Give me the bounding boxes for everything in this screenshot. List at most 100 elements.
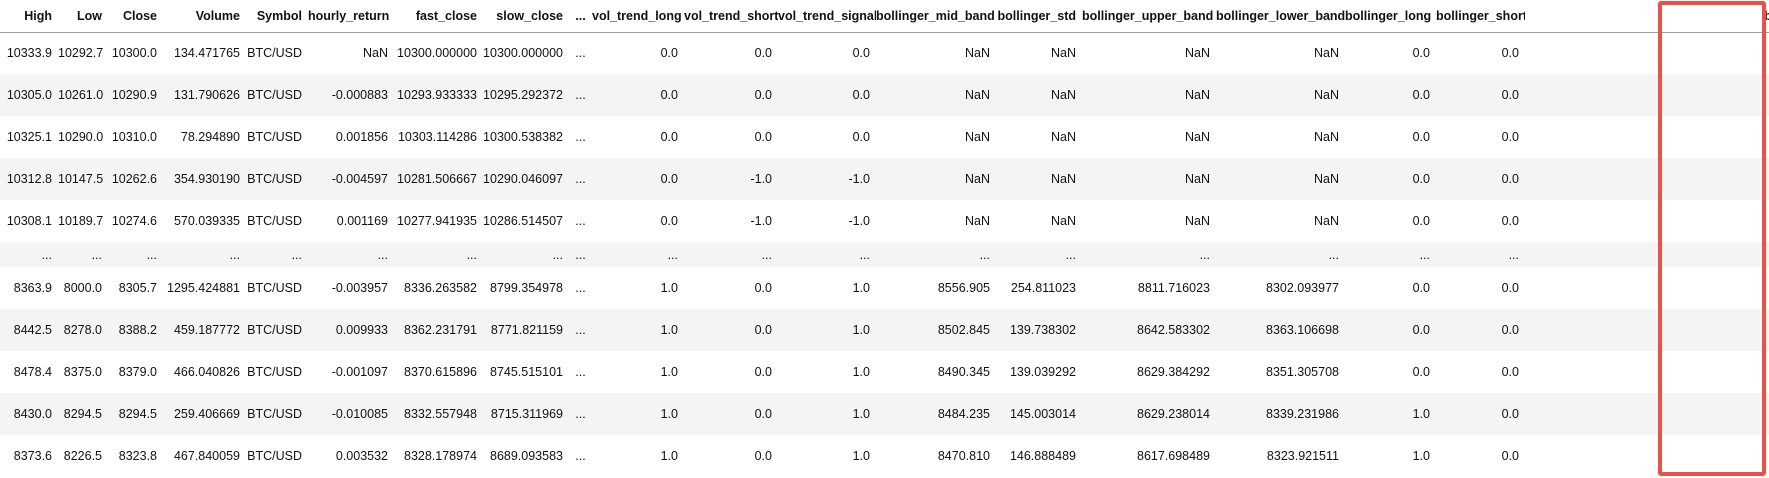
cell-hourly-return: -0.010085 xyxy=(331,407,388,421)
cell-volume: 466.040826 xyxy=(173,365,240,379)
cell-vol-trend-signal: 1.0 xyxy=(852,365,870,379)
column-header-hourly-return: hourly_return xyxy=(308,0,394,33)
cell-symbol: BTC/USD xyxy=(247,130,302,144)
cell-bollinger-long: 0.0 xyxy=(1412,46,1430,61)
cell-bollinger-std: NaN xyxy=(1050,46,1076,61)
cell-bollinger-lower-band: 8351.305708 xyxy=(1266,365,1339,379)
cell-high: 8478.4 xyxy=(13,365,52,379)
cell-close: 8294.5 xyxy=(118,407,157,421)
cell-low: 10290.0 xyxy=(58,130,104,144)
cell-bollinger-long: 0.0 xyxy=(1412,365,1430,379)
cell-close: ... xyxy=(146,247,157,262)
cell-vol-trend-short: 0.0 xyxy=(754,130,772,144)
cell-slow-close: 10286.514507 xyxy=(483,214,563,228)
cell-hourly-return: -0.003957 xyxy=(331,281,388,295)
cell-slow-close: 8745.515101 xyxy=(490,365,563,379)
cell-close: 8379.0 xyxy=(118,365,157,379)
cell-slow-close: 8689.093583 xyxy=(490,449,563,463)
cell-vol-trend-signal: 0.0 xyxy=(852,130,870,144)
cell-close: 10310.0 xyxy=(111,130,157,144)
cell-vol-trend-long: 1.0 xyxy=(660,281,678,295)
cell-vol-trend-signal: ... xyxy=(859,247,870,262)
cell-bollinger-lower-band: NaN xyxy=(1313,214,1339,228)
cell-bollinger-long: 0.0 xyxy=(1412,323,1430,337)
cell-vol-trend-short: 0.0 xyxy=(754,88,772,102)
table-row: 10308.1 10189.7 10274.6 570.039335 BTC/USD 0.… xyxy=(0,200,1769,242)
cell-bollinger-short: 0.0 xyxy=(1501,281,1519,295)
cell-vol-trend-long: ... xyxy=(667,247,678,262)
cell-vol-trend-long: 1.0 xyxy=(660,323,678,337)
cell-slow-close: 8799.354978 xyxy=(490,281,563,295)
cell-volume: 459.187772 xyxy=(173,323,240,337)
cell-fast-close: 10293.933333 xyxy=(397,88,477,102)
cell-bollinger-std: 139.039292 xyxy=(1009,365,1076,379)
table-row: 10325.1 10290.0 10310.0 78.294890 BTC/USD 0.0… xyxy=(0,116,1769,158)
cell-bollinger-long: 1.0 xyxy=(1412,449,1430,463)
cell-vol-trend-signal: 1.0 xyxy=(852,449,870,463)
cell-bollinger-short: 0.0 xyxy=(1501,46,1519,61)
cell-low: 10292.7 xyxy=(58,46,104,61)
cell-vol-trend-signal: 1.0 xyxy=(852,407,870,421)
cell-bollinger-mid-band: NaN xyxy=(964,172,990,186)
cell-bollinger-std: NaN xyxy=(1050,214,1076,228)
cell-vol-trend-long: 1.0 xyxy=(660,365,678,379)
cell-bollinger-signal: 0.0 xyxy=(1525,351,1769,393)
cell-bollinger-short: 0.0 xyxy=(1501,88,1519,102)
cell-low: 10189.7 xyxy=(58,214,104,228)
cell-vol-trend-short: -1.0 xyxy=(750,214,772,228)
cell-close: 10274.6 xyxy=(111,214,157,228)
cell-vol-trend-short: 0.0 xyxy=(754,323,772,337)
cell-low: 8000.0 xyxy=(63,281,102,295)
cell-vol-trend-signal: 0.0 xyxy=(852,46,870,61)
cell-bollinger-short: 0.0 xyxy=(1501,130,1519,144)
cell-low: ... xyxy=(91,247,102,262)
cell-symbol: BTC/USD xyxy=(247,214,302,228)
cell-hourly-return: -0.001097 xyxy=(331,365,388,379)
cell-volume: 467.840059 xyxy=(173,449,240,463)
cell-low: 10147.5 xyxy=(58,172,104,186)
cell-bollinger-mid-band: NaN xyxy=(964,88,990,102)
cell-bollinger-long: 0.0 xyxy=(1412,88,1430,102)
cell-slow-close: 8771.821159 xyxy=(490,323,563,337)
cell-vol-trend-long: 1.0 xyxy=(660,449,678,463)
cell-bollinger-signal: 1.0 xyxy=(1525,435,1769,477)
cell-bollinger-short: ... xyxy=(1508,247,1519,262)
cell-symbol: BTC/USD xyxy=(247,365,302,379)
cell-vol-trend-signal: -1.0 xyxy=(848,214,870,228)
cell-bollinger-upper-band: 8629.238014 xyxy=(1137,407,1210,421)
cell-close: 10290.9 xyxy=(111,88,157,102)
cell-bollinger-short: 0.0 xyxy=(1501,407,1519,421)
cell-low: 8375.0 xyxy=(63,365,102,379)
cell-bollinger-lower-band: NaN xyxy=(1313,172,1339,186)
cell-fast-close: ... xyxy=(466,247,477,262)
column-header-volume: Volume xyxy=(163,0,246,33)
cell-vol-trend-short: 0.0 xyxy=(754,46,772,61)
cell-high: 10333.9 xyxy=(6,46,52,61)
cell-bollinger-long: 0.0 xyxy=(1412,130,1430,144)
cell-bollinger-upper-band: 8617.698489 xyxy=(1137,449,1210,463)
column-header-symbol: Symbol xyxy=(246,0,308,33)
cell-volume: 259.406669 xyxy=(173,407,240,421)
cell-ellipsis: ... xyxy=(575,365,586,379)
cell-bollinger-signal: 0.0 xyxy=(1525,32,1769,74)
cell-fast-close: 10303.114286 xyxy=(397,130,477,144)
cell-bollinger-signal: 0.0 xyxy=(1525,158,1769,200)
cell-symbol: BTC/USD xyxy=(247,172,302,186)
cell-hourly-return: -0.000883 xyxy=(331,88,388,102)
cell-close: 8323.8 xyxy=(118,449,157,463)
cell-high: 8442.5 xyxy=(13,323,52,337)
cell-bollinger-std: 139.738302 xyxy=(1009,323,1076,337)
cell-ellipsis: ... xyxy=(575,88,586,102)
cell-high: 10308.1 xyxy=(6,214,52,228)
cell-bollinger-mid-band: 8556.905 xyxy=(937,281,990,295)
cell-bollinger-lower-band: NaN xyxy=(1313,130,1339,144)
cell-bollinger-signal: 0.0 xyxy=(1525,74,1769,116)
cell-volume: ... xyxy=(229,247,240,262)
cell-symbol: ... xyxy=(291,247,302,262)
cell-hourly-return: 0.003532 xyxy=(335,449,388,463)
cell-vol-trend-signal: 0.0 xyxy=(852,88,870,102)
column-header-bollinger-signal: bollinger_signal xyxy=(1525,0,1769,33)
cell-fast-close: 10277.941935 xyxy=(397,214,477,228)
cell-bollinger-mid-band: 8502.845 xyxy=(937,323,990,337)
cell-vol-trend-long: 0.0 xyxy=(660,130,678,144)
